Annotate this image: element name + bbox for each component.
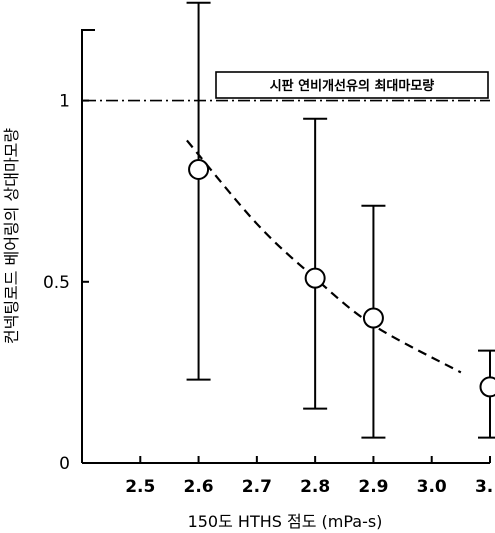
- data-marker: [362, 307, 384, 329]
- data-point: [478, 349, 495, 439]
- x-tick-label: 2.9: [358, 477, 388, 497]
- x-axis-title: 150도 HTHS 점도 (mPa-s): [188, 512, 383, 531]
- y-tick-label: 1: [59, 92, 70, 112]
- data-marker: [188, 158, 210, 180]
- x-tick-label: 3.1: [475, 477, 495, 497]
- data-points: [186, 1, 495, 439]
- x-tick-label: 2.8: [300, 477, 330, 497]
- x-tick-label: 2.7: [242, 477, 272, 497]
- reference-line-label: 시판 연비개선유의 최대마모량: [270, 78, 435, 94]
- x-tick-label: 3.0: [417, 477, 447, 497]
- data-marker: [304, 267, 326, 289]
- x-tick-label: 2.6: [184, 477, 214, 497]
- reference-line-group: 시판 연비개선유의 최대마모량: [84, 71, 490, 102]
- plot-frame: [81, 29, 490, 464]
- y-axis-line: [81, 29, 95, 463]
- y-tick-label: 0: [59, 454, 70, 474]
- data-point: [186, 1, 211, 381]
- trend-line: [186, 139, 462, 374]
- legend-box: [215, 71, 489, 99]
- x-tick-label: 2.5: [125, 477, 155, 497]
- ticks: 2.5 2.6 2.7 2.8 2.9 3.0 3.1 0 0.5 1: [43, 92, 495, 497]
- data-point: [303, 117, 328, 410]
- y-axis-title: 컨넥팅로드 베어링의 상대마모량: [2, 128, 21, 345]
- y-tick-label: 0.5: [43, 273, 70, 293]
- data-point: [361, 204, 386, 439]
- data-marker: [479, 376, 495, 398]
